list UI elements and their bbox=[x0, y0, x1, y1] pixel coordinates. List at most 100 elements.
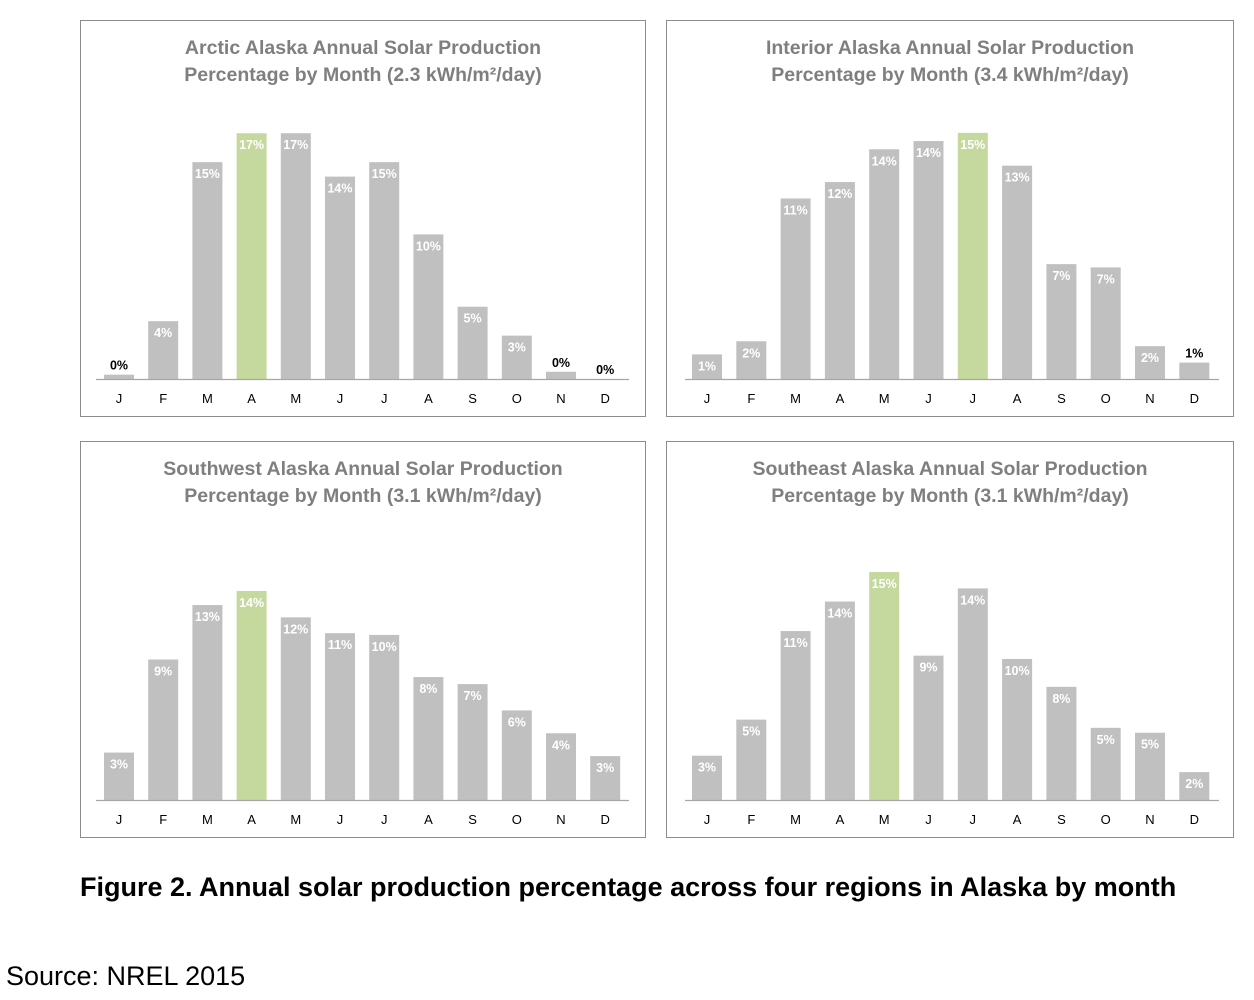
x-tick-label: M bbox=[290, 391, 301, 406]
bar-M-4 bbox=[280, 617, 311, 800]
bar-D-11 bbox=[590, 756, 621, 800]
bar-O-9 bbox=[501, 710, 532, 800]
bar-D-11 bbox=[1179, 772, 1210, 800]
data-label: 0% bbox=[596, 363, 614, 377]
data-label: 12% bbox=[283, 622, 308, 636]
x-tick-label: D bbox=[1190, 391, 1199, 406]
x-tick-label: D bbox=[601, 391, 610, 406]
bar-J-5 bbox=[325, 633, 355, 800]
chart-title: Southeast Alaska Annual Solar Production… bbox=[667, 456, 1233, 510]
chart-panel-arctic: Arctic Alaska Annual Solar Production Pe… bbox=[80, 20, 646, 417]
data-label: 11% bbox=[783, 203, 807, 217]
data-label: 3% bbox=[596, 761, 614, 775]
chart-title-line2: Percentage by Month (3.1 kWh/m²/day) bbox=[184, 485, 542, 507]
data-label: 10% bbox=[372, 640, 397, 654]
bar-O-9 bbox=[1090, 727, 1121, 800]
bar-A-7 bbox=[1002, 165, 1033, 379]
x-tick-label: N bbox=[556, 391, 565, 406]
x-tick-label: S bbox=[1057, 812, 1066, 827]
bar-O-9 bbox=[501, 335, 532, 379]
data-label: 14% bbox=[327, 182, 352, 196]
x-tick-label: S bbox=[468, 391, 477, 406]
x-tick-label: J bbox=[704, 391, 711, 406]
data-label: 4% bbox=[154, 326, 172, 340]
bar-M-4 bbox=[280, 133, 311, 379]
x-tick-label: J bbox=[970, 391, 977, 406]
bar-J-5 bbox=[325, 176, 355, 379]
bar-chart-southeast: 3% J 5% F 11% M 14% A 15% M 9% J 14% J 10% A 8% S 5% O 5% N 2%… bbox=[685, 572, 1219, 827]
data-label: 13% bbox=[1005, 171, 1030, 185]
data-label: 14% bbox=[872, 154, 897, 168]
bar-J-6 bbox=[957, 132, 988, 379]
data-label: 14% bbox=[827, 607, 852, 621]
bar-J-5 bbox=[913, 655, 944, 800]
chart-title: Arctic Alaska Annual Solar Production Pe… bbox=[81, 35, 645, 89]
x-tick-label: J bbox=[970, 812, 977, 827]
data-label: 15% bbox=[195, 167, 220, 181]
x-tick-label: M bbox=[879, 812, 890, 827]
bar-chart-interior: 1% J 2% F 11% M 12% A 14% M 14% J 15% J 13% A 7% S 7% O 2% N 1… bbox=[685, 132, 1219, 406]
x-tick-label: M bbox=[790, 391, 801, 406]
chart-title-line2: Percentage by Month (2.3 kWh/m²/day) bbox=[184, 64, 542, 86]
data-label: 2% bbox=[742, 346, 760, 360]
figure-caption: Figure 2. Annual solar production percen… bbox=[80, 872, 1177, 902]
x-tick-label: O bbox=[512, 391, 522, 406]
data-label: 14% bbox=[239, 596, 264, 610]
x-tick-label: J bbox=[381, 812, 388, 827]
data-label: 12% bbox=[827, 187, 852, 201]
x-tick-label: N bbox=[556, 812, 565, 827]
x-tick-label: F bbox=[159, 812, 167, 827]
x-tick-label: J bbox=[925, 812, 932, 827]
x-tick-label: J bbox=[381, 391, 388, 406]
bar-A-7 bbox=[413, 677, 444, 800]
x-tick-label: A bbox=[424, 812, 433, 827]
bar-J-6 bbox=[957, 588, 988, 800]
bar-A-7 bbox=[413, 234, 444, 379]
data-label: 0% bbox=[110, 359, 128, 373]
data-label: 2% bbox=[1185, 777, 1203, 791]
x-tick-label: A bbox=[247, 812, 256, 827]
data-label: 13% bbox=[195, 610, 220, 624]
chart-title: Interior Alaska Annual Solar Production … bbox=[667, 35, 1233, 89]
x-tick-label: A bbox=[424, 391, 433, 406]
x-tick-label: F bbox=[747, 391, 755, 406]
chart-title-line1: Southwest Alaska Annual Solar Production bbox=[163, 458, 563, 480]
data-label: 3% bbox=[508, 341, 526, 355]
chart-title: Southwest Alaska Annual Solar Production… bbox=[81, 456, 645, 510]
data-label: 5% bbox=[1141, 738, 1159, 752]
x-tick-label: J bbox=[116, 812, 123, 827]
bar-M-2 bbox=[780, 198, 811, 379]
data-label: 4% bbox=[552, 738, 570, 752]
x-tick-label: J bbox=[337, 391, 344, 406]
bar-J-0 bbox=[692, 755, 722, 800]
bar-O-9 bbox=[1090, 267, 1121, 379]
data-label: 2% bbox=[1141, 351, 1159, 365]
bar-A-3 bbox=[824, 182, 855, 379]
bar-A-7 bbox=[1002, 658, 1033, 800]
bar-A-3 bbox=[824, 601, 855, 800]
bar-J-5 bbox=[913, 141, 944, 379]
x-tick-label: M bbox=[879, 391, 890, 406]
bar-M-4 bbox=[869, 149, 900, 379]
x-tick-label: J bbox=[704, 812, 711, 827]
x-tick-label: A bbox=[1013, 391, 1022, 406]
x-tick-label: A bbox=[836, 812, 845, 827]
x-tick-label: D bbox=[601, 812, 610, 827]
bar-F-1 bbox=[736, 719, 767, 800]
x-tick-label: O bbox=[512, 812, 522, 827]
bar-D-11 bbox=[1179, 362, 1210, 379]
bar-N-10 bbox=[546, 733, 576, 800]
bar-S-8 bbox=[457, 684, 488, 800]
data-label: 6% bbox=[508, 715, 526, 729]
x-tick-label: S bbox=[468, 812, 477, 827]
bar-F-1 bbox=[148, 321, 179, 379]
bar-M-2 bbox=[192, 162, 223, 379]
x-tick-label: A bbox=[836, 391, 845, 406]
bar-F-1 bbox=[148, 659, 179, 800]
chart-panel-southwest: Southwest Alaska Annual Solar Production… bbox=[80, 441, 646, 838]
bar-chart-southwest: 3% J 9% F 13% M 14% A 12% M 11% J 10% J 8% A 7% S 6% O 4% N 3%… bbox=[96, 591, 629, 827]
chart-panel-southeast: Southeast Alaska Annual Solar Production… bbox=[666, 441, 1234, 838]
x-tick-label: A bbox=[247, 391, 256, 406]
chart-title-line1: Arctic Alaska Annual Solar Production bbox=[184, 37, 542, 59]
x-tick-label: O bbox=[1101, 812, 1111, 827]
